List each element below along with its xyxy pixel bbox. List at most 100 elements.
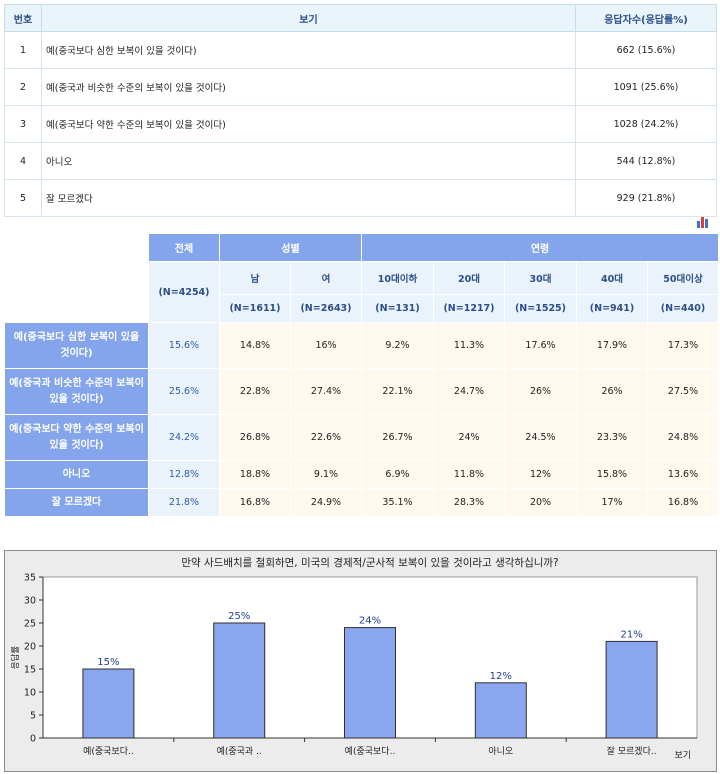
col-n: (N=131) (361, 294, 434, 323)
cell-value: 24.9% (290, 488, 362, 517)
group-gender-header: 성별 (219, 233, 362, 262)
row-label: 예(중국보다 심한 보복이 있을 것이다) (4, 322, 149, 369)
col-n: (N=2643) (290, 294, 362, 323)
bar (605, 640, 658, 739)
table-row: 1 예(중국보다 심한 보복이 있을 것이다) 662 (15.6%) (4, 31, 717, 69)
y-tick-label: 15 (24, 665, 36, 676)
cell-value: 35.1% (361, 488, 434, 517)
row-total: 15.6% (148, 322, 220, 369)
cell-value: 24.8% (646, 414, 720, 461)
col-n: (N=1611) (219, 294, 291, 323)
y-tick-label: 5 (30, 711, 36, 722)
row-label: 잘 모르겠다 (4, 488, 149, 517)
row-count: 544 (12.8%) (575, 142, 717, 180)
cell-value: 26% (504, 368, 577, 415)
x-axis-label: 보기 (674, 750, 691, 761)
answer-table: 번호 보기 응답자수(응답률%) 1 예(중국보다 심한 보복이 있을 것이다)… (4, 4, 717, 217)
cell-value: 14.8% (219, 322, 291, 369)
cell-value: 27.5% (646, 368, 720, 415)
x-tick-label: 잘 모르겠다.. (607, 745, 657, 757)
bar (474, 682, 527, 739)
col-label: 50대이상 (646, 261, 720, 295)
col-label: 여 (290, 261, 362, 295)
answer-table-header: 번호 보기 응답자수(응답률%) (4, 4, 717, 32)
col-n: (N=440) (646, 294, 720, 323)
cell-value: 26.8% (219, 414, 291, 461)
row-count: 662 (15.6%) (575, 31, 717, 69)
table-row: 4 아니오 544 (12.8%) (4, 142, 717, 180)
cell-value: 23.3% (576, 414, 648, 461)
cell-value: 22.8% (219, 368, 291, 415)
bar-chart-panel: 만약 사드배치를 철회하면, 미국의 경제적/군사적 보복이 있을 것이라고 생… (4, 550, 717, 772)
x-tick-label: 예(중국과 .. (217, 746, 262, 757)
table-row: 예(중국보다 약한 수준의 보복이 있을 것이다) 24.2% 26.8% 22… (4, 414, 720, 461)
y-tick-label: 35 (24, 573, 36, 584)
header-count: 응답자수(응답률%) (575, 4, 717, 32)
cell-value: 9.2% (361, 322, 434, 369)
col-n: (N=941) (576, 294, 648, 323)
cell-value: 17.6% (504, 322, 577, 369)
row-option: 잘 모르겠다 (41, 179, 576, 217)
cell-value: 27.4% (290, 368, 362, 415)
row-count: 1091 (25.6%) (575, 68, 717, 106)
cell-value: 28.3% (433, 488, 505, 517)
row-total: 24.2% (148, 414, 220, 461)
table-row: 5 잘 모르겠다 929 (21.8%) (4, 179, 717, 217)
cell-value: 22.6% (290, 414, 362, 461)
cell-value: 17.3% (646, 322, 720, 369)
x-tick-label: 예(중국보다.. (345, 746, 396, 757)
total-n: (N=4254) (148, 261, 220, 323)
table-row: 3 예(중국보다 약한 수준의 보복이 있을 것이다) 1028 (24.2%) (4, 105, 717, 143)
row-option: 예(중국보다 심한 보복이 있을 것이다) (41, 31, 576, 69)
cell-value: 24% (433, 414, 505, 461)
row-total: 12.8% (148, 460, 220, 489)
cell-value: 6.9% (361, 460, 434, 489)
table-row: 예(중국보다 심한 보복이 있을 것이다) 15.6% 14.8% 16% 9.… (4, 322, 720, 369)
col-label: 남 (219, 261, 291, 295)
cell-value: 15.8% (576, 460, 648, 489)
cell-value: 13.6% (646, 460, 720, 489)
header-num: 번호 (4, 4, 42, 32)
cell-value: 16.8% (646, 488, 720, 517)
bar (344, 627, 396, 739)
cell-value: 22.1% (361, 368, 434, 415)
row-count: 1028 (24.2%) (575, 105, 717, 143)
col-label: 10대이하 (361, 261, 434, 295)
corner-blank (4, 233, 149, 323)
cell-value: 26% (576, 368, 648, 415)
cell-value: 11.3% (433, 322, 505, 369)
row-num: 1 (4, 31, 42, 69)
data-label: 24% (359, 616, 381, 627)
cell-value: 11.8% (433, 460, 505, 489)
bar (213, 622, 266, 739)
bar (82, 668, 135, 739)
table-row: 아니오 12.8% 18.8% 9.1% 6.9% 11.8% 12% 15.8… (4, 460, 720, 489)
col-label: 20대 (433, 261, 505, 295)
chart-toggle-icon[interactable] (697, 216, 711, 228)
total-header: 전체 (148, 233, 220, 262)
row-label: 예(중국보다 약한 수준의 보복이 있을 것이다) (4, 414, 149, 461)
cross-table: 전체 성별 연령 (N=4254) 남 여 10대이하 20대 30대 40대 … (4, 233, 720, 517)
row-label: 예(중국과 비슷한 수준의 보복이 있을 것이다) (4, 368, 149, 415)
data-label: 25% (228, 611, 250, 622)
row-label: 아니오 (4, 460, 149, 489)
cell-value: 18.8% (219, 460, 291, 489)
y-tick-label: 25 (24, 619, 36, 630)
cell-value: 24.7% (433, 368, 505, 415)
cell-value: 26.7% (361, 414, 434, 461)
row-count: 929 (21.8%) (575, 179, 717, 217)
y-tick-label: 30 (24, 596, 36, 607)
group-age-header: 연령 (360, 233, 720, 262)
bar-chart: 만약 사드배치를 철회하면, 미국의 경제적/군사적 보복이 있을 것이라고 생… (10, 556, 698, 761)
col-label: 30대 (504, 261, 577, 295)
data-label: 15% (97, 657, 119, 668)
row-num: 5 (4, 179, 42, 217)
data-label: 21% (620, 629, 642, 640)
cell-value: 24.5% (504, 414, 577, 461)
table-row: 예(중국과 비슷한 수준의 보복이 있을 것이다) 25.6% 22.8% 27… (4, 368, 720, 415)
row-total: 21.8% (148, 488, 220, 517)
row-option: 예(중국과 비슷한 수준의 보복이 있을 것이다) (41, 68, 576, 106)
x-tick-label: 아니오 (488, 746, 513, 757)
y-tick-label: 0 (30, 734, 36, 745)
cell-value: 12% (504, 460, 577, 489)
